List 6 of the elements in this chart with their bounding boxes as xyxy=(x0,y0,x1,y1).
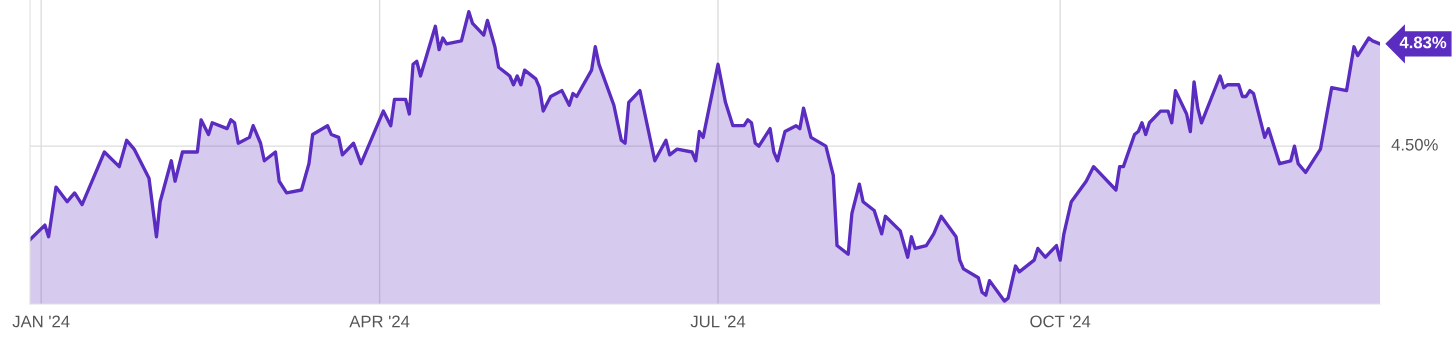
x-tick-label: OCT '24 xyxy=(1030,315,1091,328)
annotation: 4.83% xyxy=(1399,36,1447,49)
x-tick-label: APR '24 xyxy=(349,315,410,328)
x-tick-label: JUL '24 xyxy=(690,315,746,328)
text: 4.50% xyxy=(1391,138,1438,151)
x-tick-label: JAN '24 xyxy=(12,315,70,328)
